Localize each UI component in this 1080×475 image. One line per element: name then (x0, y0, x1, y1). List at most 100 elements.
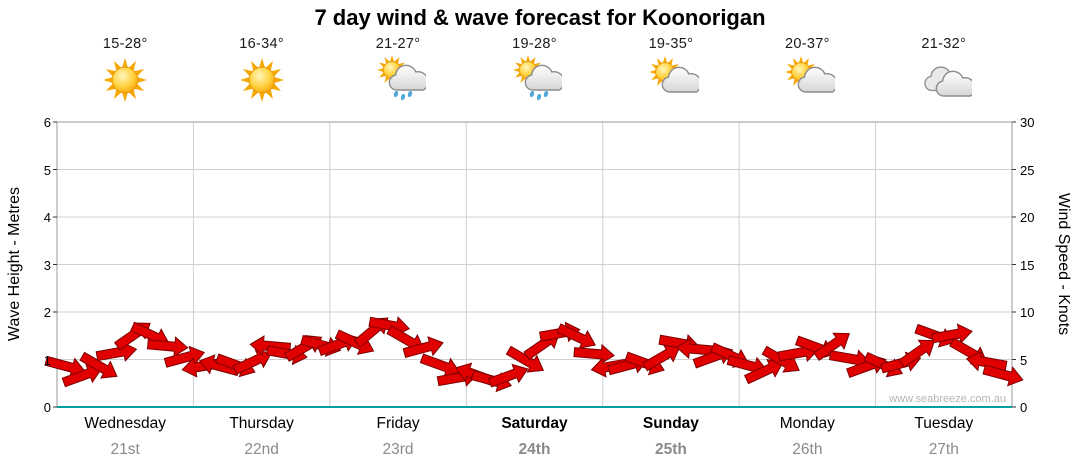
wind-arrow (130, 321, 170, 348)
right-axis-tick: 10 (1020, 305, 1035, 320)
right-axis-title: Wind Speed - Knots (1055, 192, 1072, 336)
day-label: Wednesday (84, 415, 166, 432)
wind-arrow (436, 366, 479, 387)
day-label: Friday (376, 415, 420, 432)
left-axis-tick: 2 (43, 305, 51, 320)
date-label: 22nd (244, 441, 279, 458)
wind-arrow (163, 345, 206, 368)
sun-shower-icon (330, 54, 466, 106)
temp-range: 19-35° (648, 36, 694, 52)
wind-arrow (402, 336, 444, 359)
date-label: 21st (110, 441, 140, 458)
wind-arrow (181, 357, 224, 378)
wind-arrow (198, 354, 241, 377)
wind-arrow (658, 334, 701, 355)
wind-arrow (846, 354, 887, 379)
day-header-tuesday: 21-32° (876, 36, 1012, 118)
right-axis-tick: 5 (1020, 352, 1028, 368)
date-label: 23rd (382, 441, 414, 458)
wind-arrow (761, 345, 800, 373)
left-axis-tick: 3 (43, 257, 51, 273)
wind-arrow (863, 351, 903, 378)
wind-arrow (61, 363, 103, 388)
date-label: 24th (518, 441, 551, 458)
wind-arrow (505, 345, 545, 373)
temp-range: 19-28° (512, 36, 557, 52)
wind-arrow (95, 341, 138, 362)
wind-arrow (607, 353, 649, 376)
day-label: Sunday (642, 415, 699, 432)
left-axis-title: Wave Height - Metres (6, 186, 23, 342)
day-label: Tuesday (914, 415, 974, 432)
chart-title: 7 day wind & wave forecast for Koonoriga… (314, 5, 766, 30)
wind-arrow (79, 351, 118, 379)
day-header-sunday: 19-35° (603, 36, 739, 118)
right-axis-tick: 0 (1020, 400, 1028, 415)
wind-arrow (880, 351, 922, 374)
wind-arrow (556, 323, 596, 349)
wind-arrow (334, 329, 375, 355)
wind-arrow (215, 353, 256, 378)
wind-arrow (624, 351, 665, 376)
day-header-friday: 21-27° (330, 36, 466, 118)
day-header-thursday: 16-34° (193, 36, 329, 118)
wind-arrow (146, 336, 189, 358)
wind-arrow (590, 357, 633, 378)
day-header-saturday: 19-28° (466, 36, 602, 118)
right-axis-tick: 20 (1020, 210, 1035, 225)
wind-arrow (523, 331, 561, 361)
left-axis-tick: 4 (43, 210, 51, 225)
wind-arrow (726, 355, 768, 378)
temp-range: 16-34° (239, 36, 284, 52)
wind-arrow (675, 338, 718, 359)
wind-arrow (914, 323, 955, 348)
wind-arrow (266, 344, 308, 366)
left-axis-tick: 5 (43, 162, 51, 178)
wind-arrow (949, 337, 988, 365)
wind-arrow (898, 339, 936, 368)
day-label: Thursday (229, 415, 294, 432)
left-axis-tick: 1 (43, 352, 51, 368)
wind-arrow (455, 362, 496, 387)
left-axis-tick: 6 (43, 115, 51, 130)
wind-arrow (982, 364, 1024, 387)
temp-range: 21-27° (375, 36, 421, 52)
wind-arrow (777, 341, 820, 363)
wind-arrow (642, 344, 681, 372)
left-axis-tick: 0 (43, 400, 51, 415)
day-header-wednesday: 15-28° (57, 36, 193, 118)
wind-arrow (487, 363, 529, 388)
wind-arrow (300, 334, 342, 357)
wind-arrow (419, 353, 461, 378)
day-label: Saturday (501, 415, 568, 432)
wind-arrow (470, 370, 513, 393)
wind-arrow (744, 358, 784, 385)
day-label: Monday (779, 415, 835, 432)
wind-arrow (813, 332, 850, 361)
wind-arrow (931, 323, 973, 344)
wind-arrow (828, 349, 871, 371)
sun-shower-icon (466, 54, 602, 106)
wind-arrow (317, 332, 358, 357)
wind-arrow (284, 334, 323, 362)
partly-cloudy-icon (603, 54, 739, 106)
watermark: www.seabreeze.com.au (889, 393, 1006, 405)
wind-arrow (539, 321, 581, 343)
wind-arrow (114, 322, 151, 351)
wind-arrow (965, 350, 1008, 372)
temp-range: 15-28° (102, 36, 148, 52)
temp-range: 20-37° (785, 36, 830, 52)
cloudy-icon (876, 54, 1012, 106)
date-label: 25th (654, 441, 687, 458)
partly-cloudy-icon (739, 54, 875, 106)
wind-arrow (249, 335, 292, 356)
plot-border (56, 121, 1013, 408)
day-header-monday: 20-37° (739, 36, 875, 118)
wind-arrow (692, 344, 734, 369)
sunny-icon (193, 54, 329, 106)
wind-arrow (353, 317, 389, 348)
wind-arrow (232, 349, 272, 375)
right-axis-tick: 25 (1020, 162, 1035, 178)
right-axis-tick: 30 (1020, 115, 1035, 130)
